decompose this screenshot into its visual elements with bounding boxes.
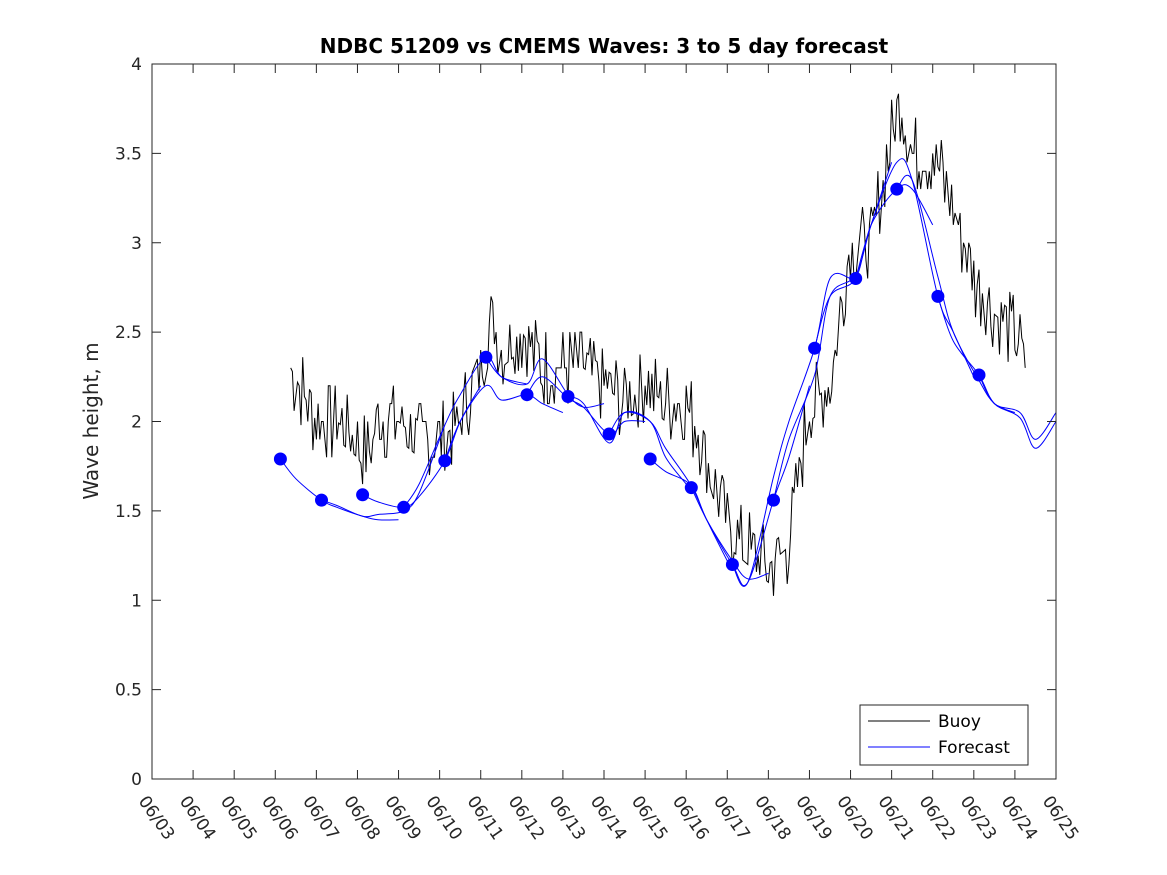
y-axis-label: Wave height, m xyxy=(79,342,103,499)
y-tick-label-2: 1 xyxy=(131,591,142,611)
chart-title: NDBC 51209 vs CMEMS Waves: 3 to 5 day fo… xyxy=(320,34,889,58)
forecast-marker-16 xyxy=(931,289,945,303)
forecast-marker-11 xyxy=(725,558,739,571)
forecast-marker-1 xyxy=(315,493,328,507)
forecast-marker-4 xyxy=(438,454,452,468)
forecast-marker-5 xyxy=(479,350,493,364)
forecast-line-11 xyxy=(731,272,851,587)
legend-label-buoy: Buoy xyxy=(938,712,981,732)
forecast-marker-17 xyxy=(972,368,986,382)
marker-layer xyxy=(273,182,986,571)
forecast-marker-12 xyxy=(767,493,780,507)
legend-label-forecast: Forecast xyxy=(938,738,1010,758)
y-tick-label-0: 0 xyxy=(131,770,142,790)
forecast-line-17 xyxy=(978,374,1057,440)
buoy-line xyxy=(290,93,1026,596)
legend-box xyxy=(859,704,1029,766)
y-axis: 0 0.5 1 1.5 2 2.5 3 3.5 4 xyxy=(115,55,1056,790)
y-tick-label-1: 0.5 xyxy=(115,681,142,701)
forecast-marker-0 xyxy=(273,452,287,466)
forecast-line-4 xyxy=(444,384,564,461)
forecast-line-0 xyxy=(280,458,399,521)
forecast-marker-2 xyxy=(356,488,370,502)
y-tick-label-7: 3.5 xyxy=(115,144,142,164)
y-tick-label-4: 2 xyxy=(131,413,142,433)
legend: Buoy Forecast xyxy=(859,704,1029,766)
y-tick-label-8: 4 xyxy=(131,55,142,75)
series-layer xyxy=(280,93,1057,596)
forecast-marker-13 xyxy=(808,341,822,355)
plot-area xyxy=(152,64,1056,779)
forecast-marker-14 xyxy=(849,272,863,285)
forecast-marker-10 xyxy=(684,481,698,495)
y-tick-label-5: 2.5 xyxy=(115,323,142,343)
y-tick-label-6: 3 xyxy=(131,234,142,254)
forecast-marker-8 xyxy=(602,427,616,441)
forecast-marker-6 xyxy=(520,388,534,402)
forecast-marker-15 xyxy=(890,182,904,196)
forecast-marker-9 xyxy=(643,452,657,466)
forecast-marker-3 xyxy=(397,500,411,514)
forecast-marker-7 xyxy=(561,390,575,403)
forecast-line-6 xyxy=(526,376,646,435)
y-tick-label-3: 1.5 xyxy=(115,502,142,522)
forecast-line-1 xyxy=(321,424,446,518)
